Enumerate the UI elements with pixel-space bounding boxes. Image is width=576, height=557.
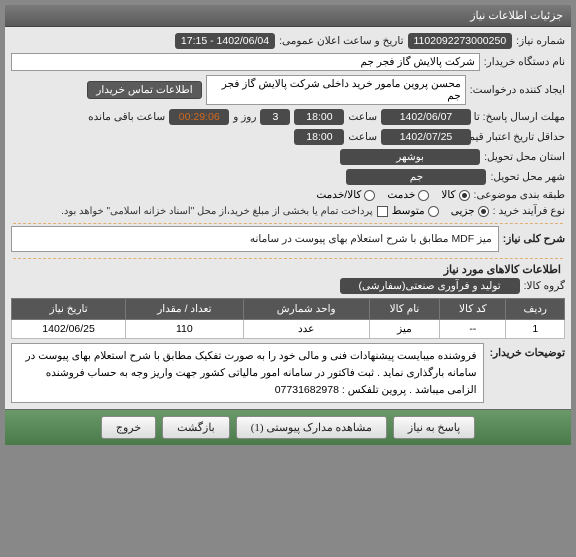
radio-goods-service-label: کالا/خدمت [316, 189, 361, 201]
items-table: ردیفکد کالانام کالاواحد شمارشتعداد / مقد… [11, 298, 565, 339]
table-cell: 1 [506, 320, 565, 339]
deadline-date: 1402/06/07 [381, 109, 471, 125]
divider [13, 258, 563, 259]
table-header: واحد شمارش [243, 299, 369, 320]
contact-buyer-button[interactable]: اطلاعات تماس خریدار [87, 81, 201, 99]
table-row[interactable]: 1--میزعدد1101402/06/25 [12, 320, 565, 339]
attachments-button[interactable]: مشاهده مدارک پیوستی (1) [236, 416, 387, 439]
respond-button[interactable]: پاسخ به نیاز [393, 416, 475, 439]
need-desc-label: شرح کلی نیاز: [503, 233, 565, 245]
city-value: جم [346, 169, 486, 185]
announce-value: 1402/06/04 - 17:15 [175, 33, 275, 49]
classify-label: طبقه بندی موضوعی: [474, 189, 565, 201]
radio-dot-icon [428, 206, 439, 217]
footer-bar: پاسخ به نیاز مشاهده مدارک پیوستی (1) باز… [5, 409, 571, 445]
panel-body: شماره نیاز: 1102092273000250 تاریخ و ساع… [5, 27, 571, 409]
time-label-2: ساعت [348, 131, 377, 143]
divider [13, 223, 563, 224]
need-desc-text: میز MDF مطابق با شرح استعلام بهای پیوست … [11, 226, 499, 252]
days-count: 3 [260, 109, 290, 125]
city-label: شهر محل تحویل: [490, 171, 565, 183]
back-button[interactable]: بازگشت [162, 416, 230, 439]
countdown: 00:29:06 [169, 109, 229, 125]
buyer-org-label: نام دستگاه خریدار: [484, 56, 565, 68]
items-section-title: اطلاعات کالاهای مورد نیاز [11, 261, 565, 278]
province-label: استان محل تحویل: [484, 151, 565, 163]
validity-date: 1402/07/25 [381, 129, 471, 145]
time-label-1: ساعت [348, 111, 377, 123]
classify-group: کالا خدمت کالا/خدمت [316, 189, 469, 201]
purchase-type-label: نوع فرآیند خرید : [493, 205, 565, 217]
need-no-label: شماره نیاز: [516, 35, 565, 47]
radio-dot-icon [418, 190, 429, 201]
table-cell: میز [369, 320, 439, 339]
treasury-checkbox[interactable] [377, 206, 388, 217]
purchase-type-group: جزیی متوسط [392, 205, 489, 217]
table-header: نام کالا [369, 299, 439, 320]
table-header: تاریخ نیاز [12, 299, 126, 320]
radio-dot-icon [364, 190, 375, 201]
radio-goods-label: کالا [441, 189, 455, 201]
pay-note: پرداخت تمام یا بخشی از مبلغ خرید،از محل … [61, 206, 373, 217]
exit-button[interactable]: خروج [101, 416, 156, 439]
announce-label: تاریخ و ساعت اعلان عمومی: [279, 35, 403, 47]
radio-goods-service[interactable]: کالا/خدمت [316, 189, 375, 201]
need-no-value: 1102092273000250 [408, 33, 513, 49]
goods-group-value: تولید و فرآوری صنعتی(سفارشی) [340, 278, 520, 294]
buyer-notes-label: توضیحات خریدار: [490, 343, 565, 359]
table-cell: 1402/06/25 [12, 320, 126, 339]
table-header: ردیف [506, 299, 565, 320]
table-header: تعداد / مقدار [126, 299, 243, 320]
validity-label: حداقل تاریخ اعتبار قیمت: تا تاریخ: [475, 131, 565, 143]
days-label: روز و [233, 111, 256, 123]
detail-panel: جزئیات اطلاعات نیاز شماره نیاز: 11020922… [4, 4, 572, 446]
province-value: بوشهر [340, 149, 480, 165]
requester-label: ایجاد کننده درخواست: [470, 84, 565, 96]
radio-dot-icon [478, 206, 489, 217]
buyer-notes-text: فروشنده میبایست پیشنهادات فنی و مالی خود… [11, 343, 484, 403]
radio-partial-label: جزیی [451, 205, 475, 217]
radio-partial[interactable]: جزیی [451, 205, 489, 217]
remaining-label: ساعت باقی مانده [88, 111, 165, 123]
radio-goods[interactable]: کالا [441, 189, 469, 201]
radio-service-label: خدمت [387, 189, 415, 201]
table-cell: 110 [126, 320, 243, 339]
radio-medium-label: متوسط [392, 205, 425, 217]
radio-service[interactable]: خدمت [387, 189, 429, 201]
deadline-time: 18:00 [294, 109, 344, 125]
radio-dot-icon [459, 190, 470, 201]
table-header: کد کالا [440, 299, 506, 320]
goods-group-label: گروه کالا: [524, 280, 565, 292]
buyer-org-value: شرکت پالایش گاز فجر جم [11, 53, 480, 71]
panel-title: جزئیات اطلاعات نیاز [5, 5, 571, 27]
table-cell: -- [440, 320, 506, 339]
requester-value: محسن پروین مامور خرید داخلی شرکت پالایش … [206, 75, 466, 105]
validity-time: 18:00 [294, 129, 344, 145]
deadline-label: مهلت ارسال پاسخ: تا تاریخ: [475, 111, 565, 123]
table-cell: عدد [243, 320, 369, 339]
radio-medium[interactable]: متوسط [392, 205, 439, 217]
